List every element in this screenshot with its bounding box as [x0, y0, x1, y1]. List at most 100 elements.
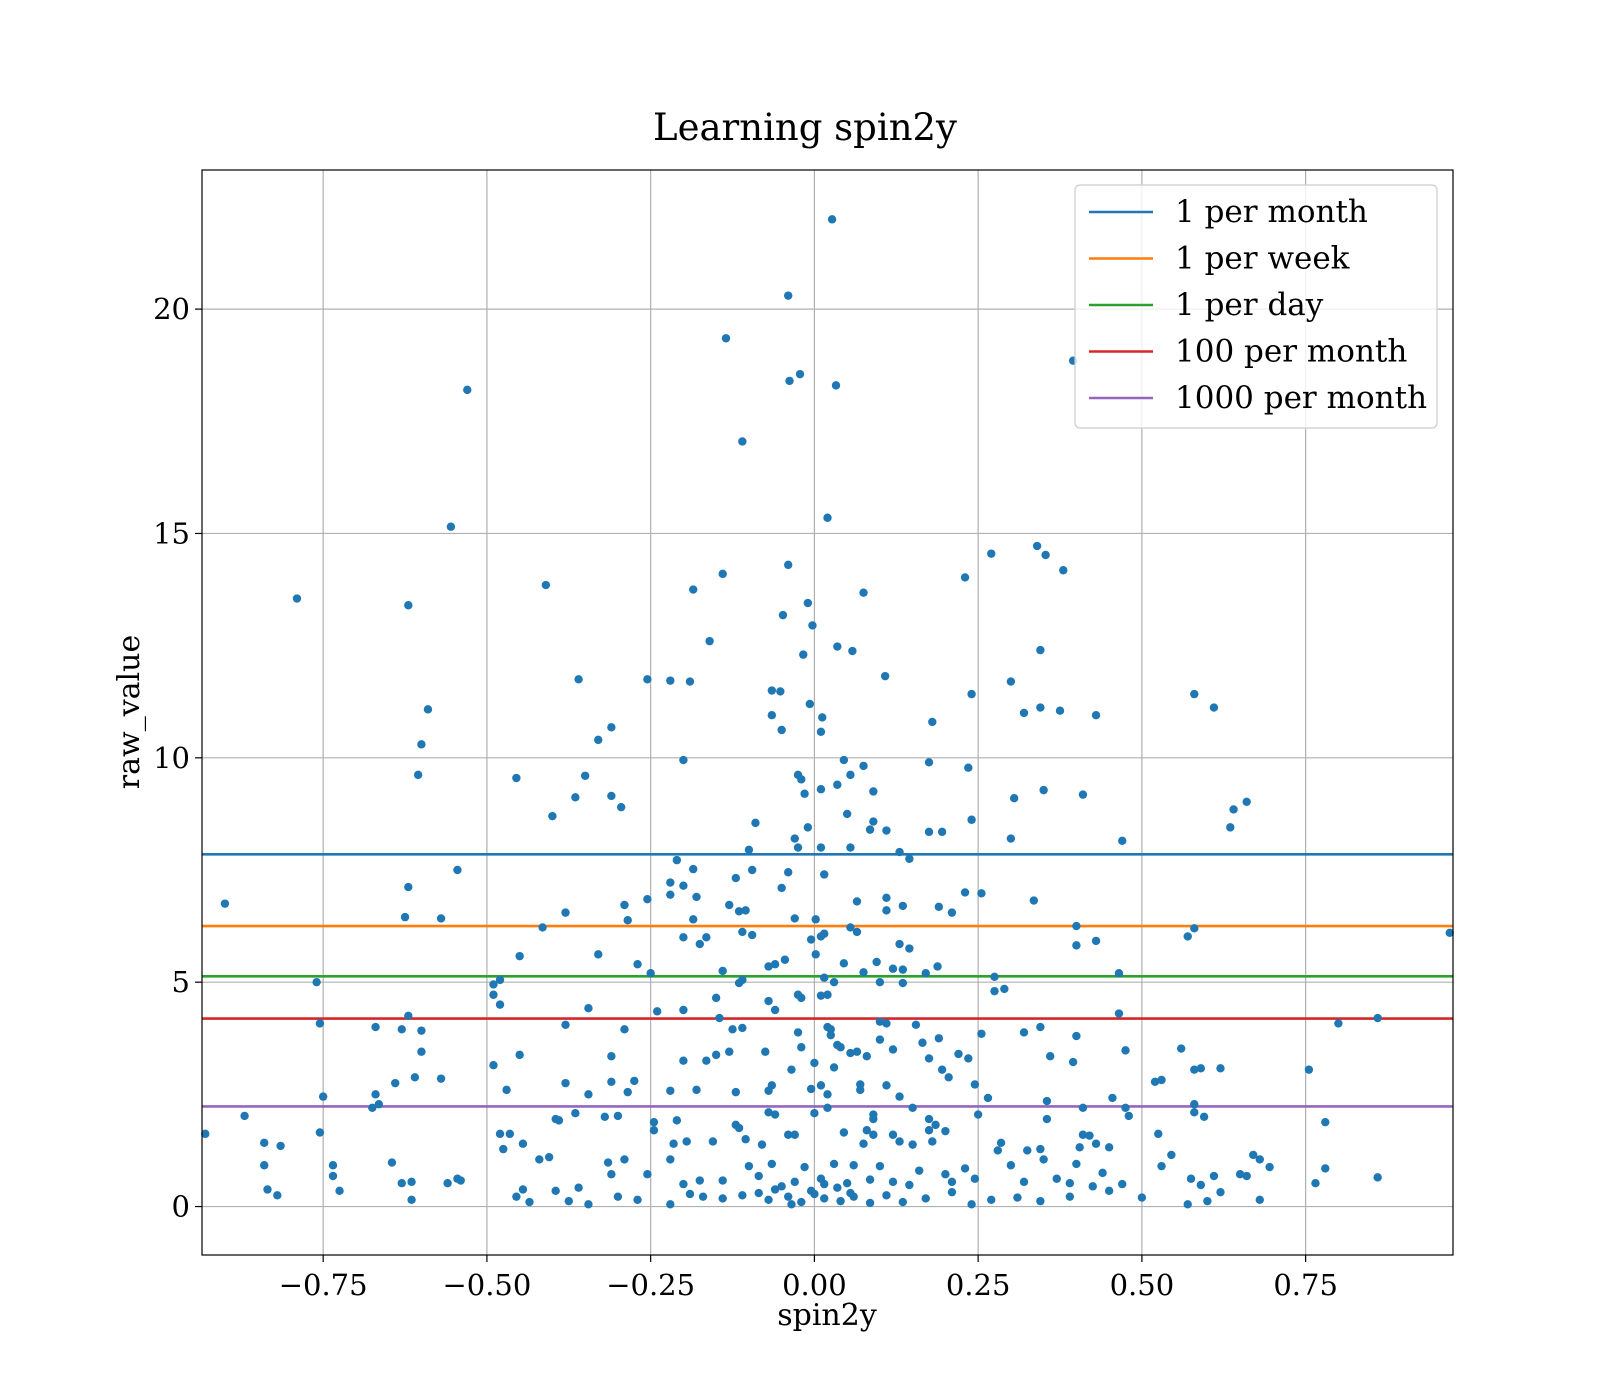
data-point [1190, 924, 1199, 933]
data-point [541, 580, 551, 590]
data-point [679, 1179, 688, 1189]
data-point [747, 865, 757, 875]
legend-items: 1 per month 1 per week 1 per day 100 per mo… [1089, 194, 1427, 416]
data-point [417, 1026, 426, 1035]
data-point [633, 1195, 642, 1205]
data-point [937, 827, 947, 837]
chart-title: Learning spin2y [653, 106, 957, 149]
data-point [1013, 1193, 1022, 1202]
data-point [839, 755, 849, 765]
data-point [666, 1155, 675, 1164]
data-point [800, 789, 809, 798]
data-point [574, 1183, 583, 1192]
data-point [777, 1182, 786, 1191]
data-point [898, 978, 908, 988]
data-point [728, 1025, 737, 1034]
data-point [764, 996, 773, 1006]
data-point [1029, 896, 1039, 905]
data-point [990, 986, 999, 996]
data-point [653, 1007, 662, 1016]
data-point [741, 906, 750, 915]
data-point [489, 990, 498, 999]
data-point [856, 1085, 865, 1095]
data-point [1190, 1100, 1199, 1109]
data-point [1072, 941, 1081, 950]
data-point [1045, 1052, 1055, 1061]
data-point [846, 770, 855, 780]
data-point [571, 793, 580, 802]
data-point [312, 977, 321, 987]
data-point [941, 1170, 950, 1179]
data-point [1216, 1064, 1225, 1073]
data-point [964, 763, 973, 772]
data-point [849, 1161, 858, 1170]
data-point [934, 902, 944, 911]
data-point [848, 646, 857, 656]
data-point [1249, 1150, 1258, 1160]
data-point [1068, 1057, 1078, 1067]
data-point [672, 1116, 682, 1125]
data-point [905, 1180, 914, 1190]
data-point [580, 771, 590, 780]
data-point [785, 376, 794, 386]
data-point [895, 939, 904, 949]
data-point [1065, 1192, 1075, 1201]
data-point [831, 381, 841, 390]
data-point [623, 916, 632, 925]
data-point [708, 1137, 718, 1146]
data-point [1216, 1187, 1225, 1197]
data-point [456, 1176, 465, 1185]
data-points [201, 215, 1454, 1209]
data-point [512, 1192, 521, 1201]
data-point [698, 1192, 708, 1201]
data-point [725, 1047, 734, 1056]
data-point [1226, 823, 1235, 832]
data-point [908, 1140, 917, 1149]
data-point [918, 1038, 927, 1047]
data-point [1009, 794, 1019, 803]
data-point [620, 1155, 629, 1164]
data-point [931, 1120, 940, 1130]
x-tick-label: 0.75 [1273, 1268, 1338, 1302]
data-point [685, 677, 695, 686]
data-point [852, 897, 862, 906]
data-point [1255, 1155, 1264, 1164]
data-point [767, 710, 777, 720]
data-point [803, 823, 813, 832]
data-point [1036, 1144, 1045, 1154]
data-point [784, 560, 793, 570]
data-point [643, 1170, 652, 1179]
data-point [869, 1130, 878, 1139]
data-point [1334, 1019, 1343, 1028]
data-point [1196, 1064, 1206, 1073]
data-point [865, 1198, 875, 1208]
data-point [607, 791, 616, 801]
data-point [630, 1076, 639, 1086]
data-point [810, 1058, 819, 1068]
data-point [777, 725, 786, 735]
data-point [453, 865, 462, 875]
data-point [328, 1161, 338, 1170]
data-point [695, 1176, 704, 1185]
data-point [1072, 921, 1081, 931]
data-point [666, 1086, 675, 1095]
data-point [423, 705, 433, 714]
data-point [318, 1092, 328, 1101]
legend-label: 100 per month [1175, 334, 1407, 370]
data-point [839, 1128, 849, 1137]
data-point [561, 1020, 570, 1030]
data-point [960, 888, 970, 897]
data-point [1235, 1170, 1245, 1179]
data-point [1157, 1161, 1166, 1171]
data-point [839, 959, 849, 968]
data-point [787, 1065, 796, 1074]
data-point [805, 699, 815, 709]
data-point [833, 1183, 842, 1192]
data-point [646, 969, 655, 978]
data-point [1104, 1186, 1114, 1196]
data-point [1265, 1162, 1274, 1172]
grid [202, 170, 1453, 1255]
data-point [816, 785, 826, 794]
data-point [859, 761, 868, 771]
data-point [263, 1185, 272, 1194]
